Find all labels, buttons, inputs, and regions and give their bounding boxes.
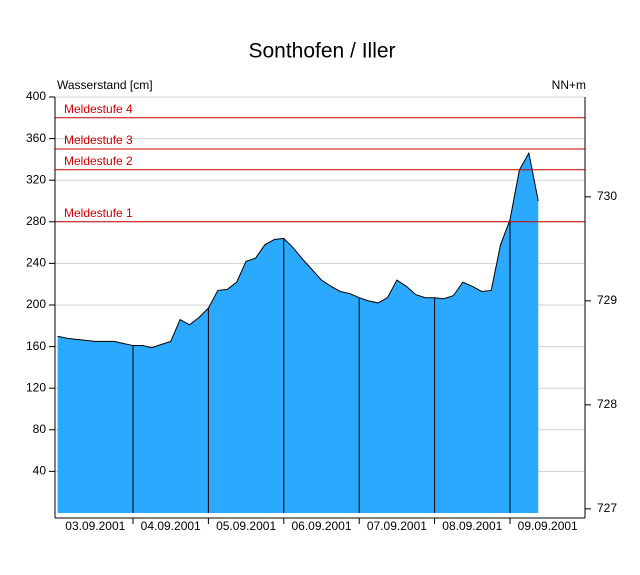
- y2-tick-label: 728: [597, 397, 617, 411]
- threshold-label: Meldestufe 1: [64, 206, 133, 220]
- y-tick-label: 320: [26, 172, 46, 186]
- y2-tick-label: 727: [597, 501, 617, 515]
- x-tick-label: 07.09.2001: [367, 519, 427, 533]
- line: [57, 151, 539, 349]
- area: [57, 153, 539, 513]
- x-tick-label: 09.09.2001: [518, 519, 578, 533]
- y-tick-label: 360: [26, 131, 46, 145]
- y2-tick-label: 730: [597, 189, 617, 203]
- y2-axis-label: NN+m: [552, 78, 586, 92]
- x-tick-label: 04.09.2001: [141, 519, 201, 533]
- threshold-label: Meldestufe 4: [64, 102, 133, 116]
- y-tick-label: 160: [26, 339, 46, 353]
- chart-title: Sonthofen / Iller: [248, 40, 395, 63]
- x-tick-label: 06.09.2001: [291, 519, 351, 533]
- y-tick-label: 40: [33, 464, 47, 478]
- y-tick-label: 280: [26, 214, 46, 228]
- y-tick-label: 120: [26, 380, 46, 394]
- x-tick-label: 05.09.2001: [216, 519, 276, 533]
- x-tick-label: 08.09.2001: [442, 519, 502, 533]
- y-tick-label: 80: [33, 422, 47, 436]
- threshold-label: Meldestufe 2: [64, 154, 133, 168]
- x-tick-label: 03.09.2001: [65, 519, 125, 533]
- y-tick-label: 200: [26, 297, 46, 311]
- y-tick-label: 400: [26, 89, 46, 103]
- y-axis-label: Wasserstand [cm]: [57, 78, 153, 92]
- threshold-label: Meldestufe 3: [64, 133, 133, 147]
- y-tick-label: 240: [26, 256, 46, 270]
- y2-tick-label: 729: [597, 293, 617, 307]
